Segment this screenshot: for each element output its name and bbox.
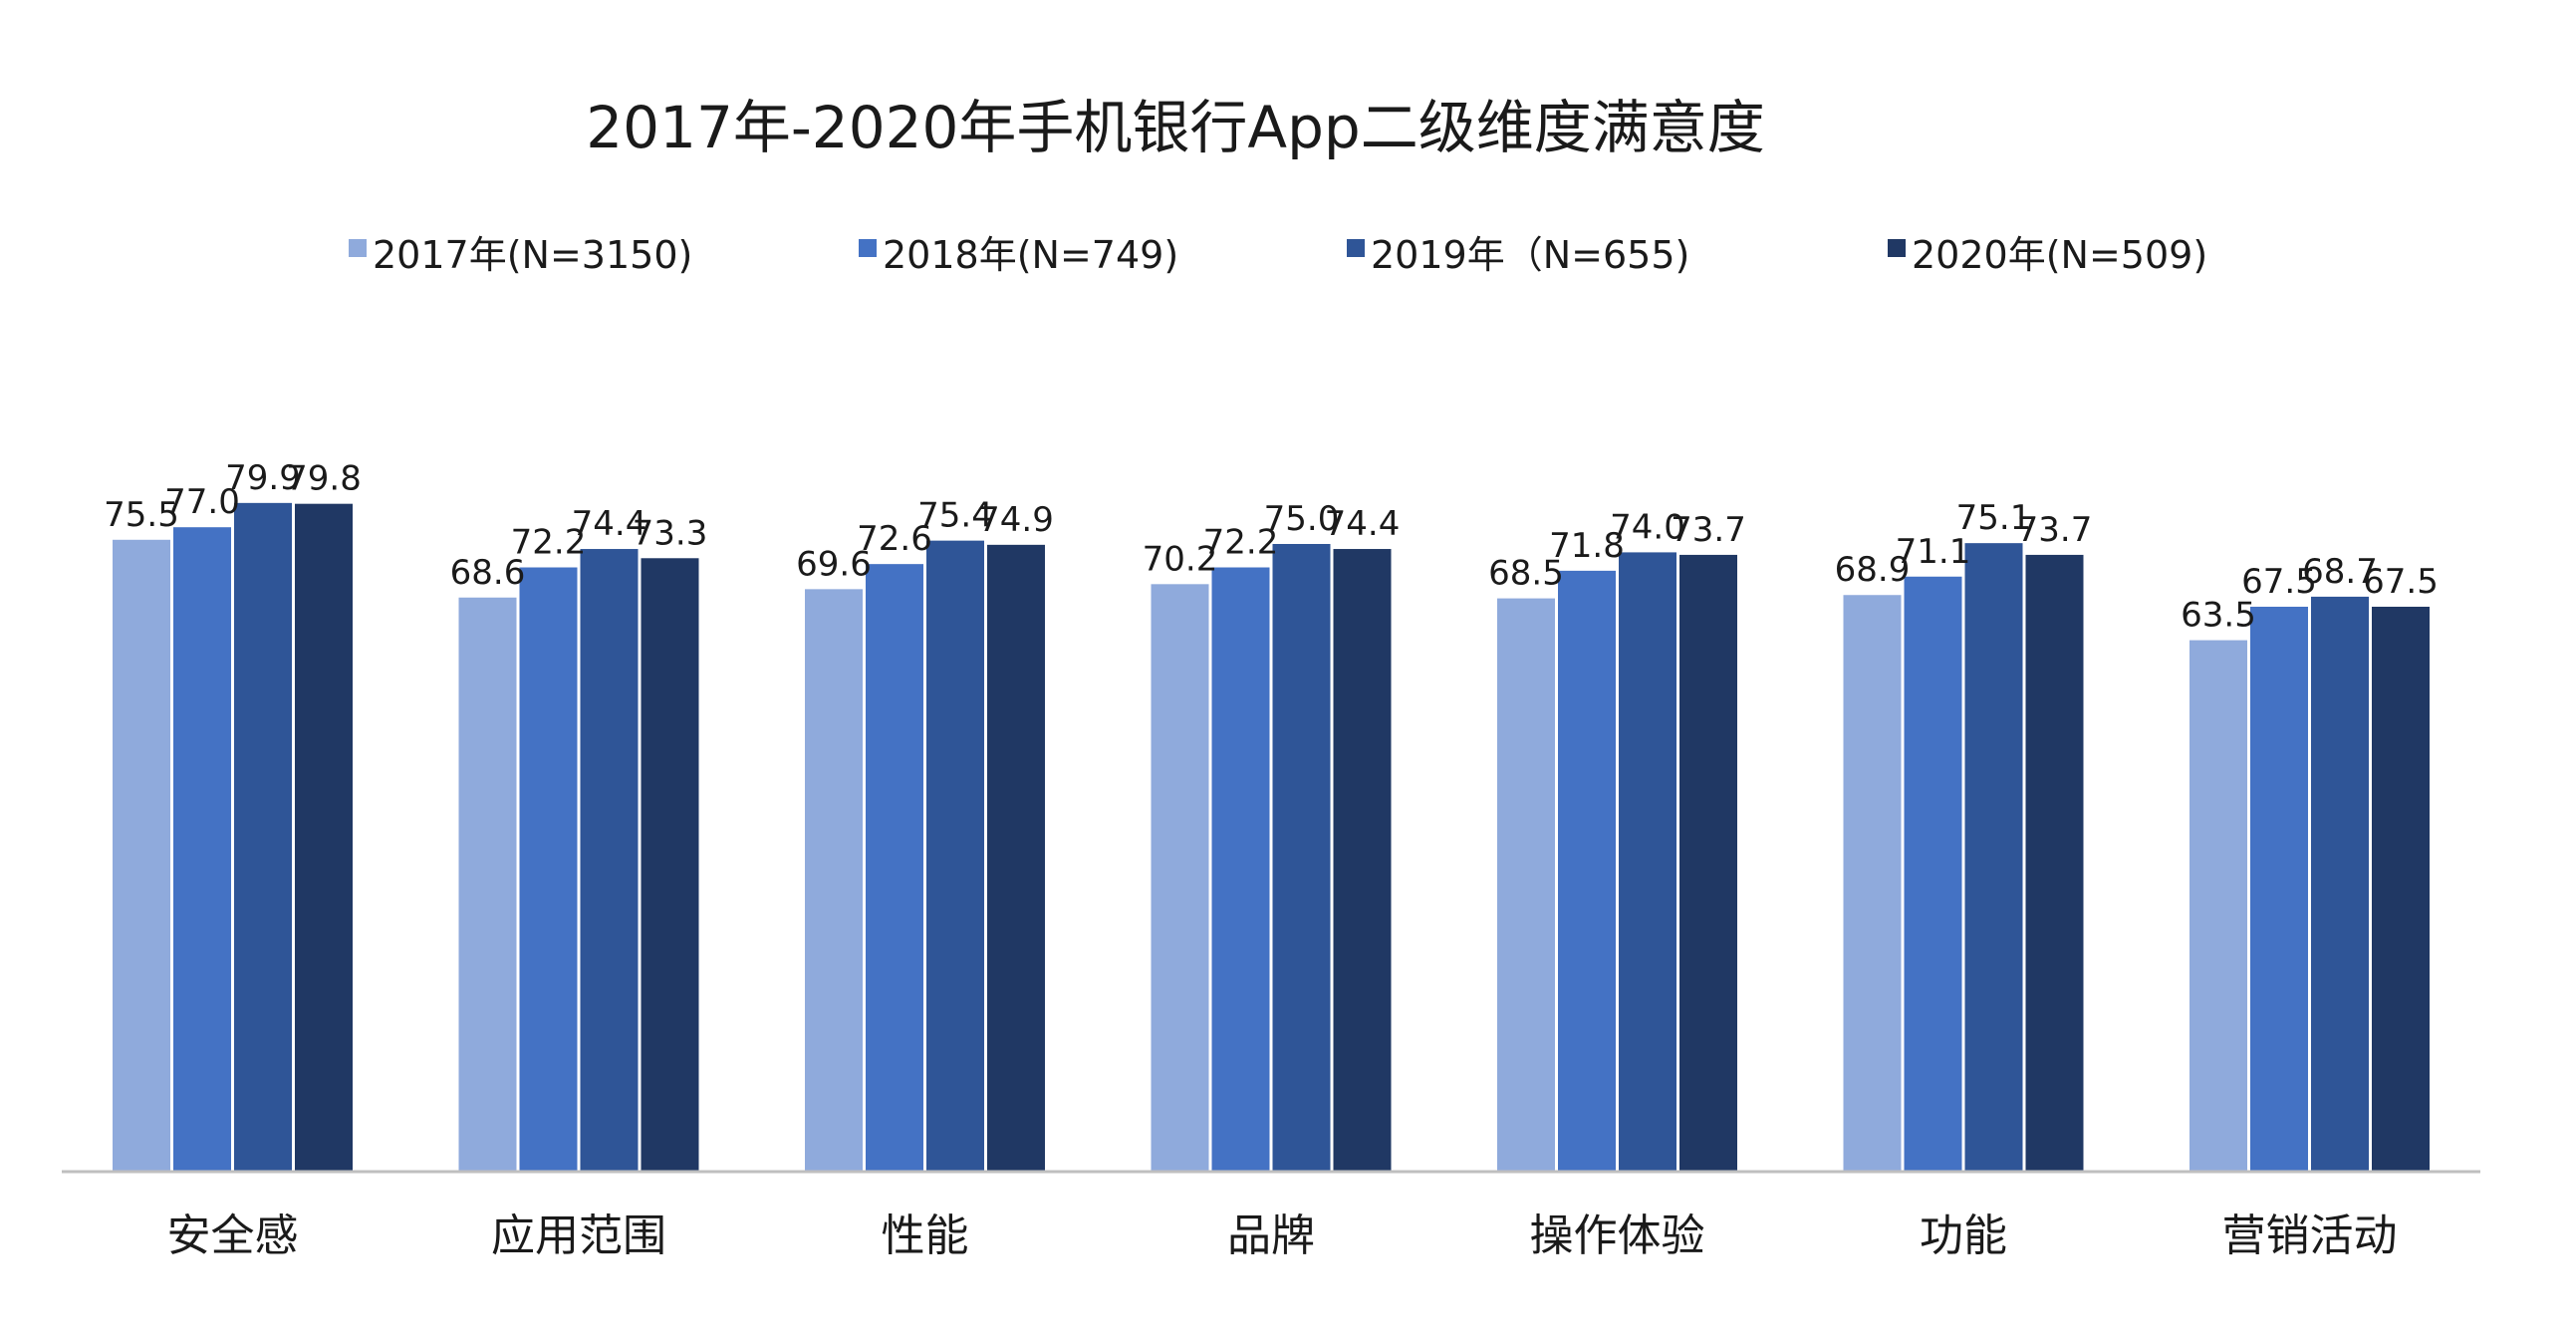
bar-3-3 — [926, 540, 984, 1172]
bar-7-1 — [2190, 640, 2247, 1172]
value-label-7-3: 68.7 — [2302, 552, 2378, 592]
bar-5-1 — [1497, 598, 1555, 1172]
legend-swatch-2 — [859, 239, 877, 257]
bar-2-1 — [458, 597, 517, 1172]
value-label-4-3: 75.0 — [1264, 499, 1340, 539]
category-label-2: 应用范围 — [491, 1210, 666, 1261]
bar-6-2 — [1904, 576, 1962, 1172]
category-label-3: 性能 — [882, 1210, 969, 1261]
bar-4-3 — [1272, 544, 1331, 1172]
bar-5-2 — [1558, 570, 1616, 1172]
bar-1-4 — [295, 503, 353, 1172]
category-label-4: 品牌 — [1227, 1210, 1315, 1261]
value-label-3-2: 72.6 — [857, 519, 932, 559]
value-label-6-3: 75.1 — [1956, 498, 2032, 538]
value-label-6-4: 73.7 — [2017, 510, 2093, 550]
bar-2-3 — [580, 549, 639, 1172]
value-label-4-4: 74.4 — [1325, 504, 1401, 544]
bar-1-2 — [173, 527, 231, 1172]
bar-3-2 — [866, 564, 923, 1172]
bar-6-4 — [2025, 554, 2084, 1172]
value-label-7-4: 67.5 — [2363, 562, 2439, 602]
bar-7-3 — [2311, 596, 2369, 1172]
bar-1-3 — [234, 502, 292, 1173]
bar-7-4 — [2372, 607, 2430, 1172]
category-label-5: 操作体验 — [1530, 1210, 1705, 1261]
bar-2-4 — [641, 558, 699, 1172]
legend-label-3: 2019年（N=655) — [1371, 233, 1689, 277]
bar-2-2 — [519, 567, 578, 1172]
category-labels-group: 安全感 应用范围 性能 品牌 操作体验 功能 营销活动 — [167, 1210, 2398, 1261]
value-label-1-1: 75.5 — [104, 495, 179, 535]
legend-swatch-3 — [1347, 239, 1365, 257]
value-label-5-1: 68.5 — [1488, 554, 1564, 594]
bar-6-1 — [1843, 595, 1902, 1172]
category-label-6: 功能 — [1920, 1210, 2007, 1261]
value-label-5-4: 73.7 — [1671, 510, 1746, 550]
value-label-2-4: 73.3 — [633, 513, 708, 553]
legend-label-1: 2017年(N=3150) — [373, 233, 692, 277]
bar-1-1 — [113, 539, 170, 1172]
value-label-4-2: 72.2 — [1203, 523, 1279, 563]
bar-5-3 — [1619, 552, 1676, 1172]
category-label-7: 营销活动 — [2222, 1210, 2398, 1261]
bars-group — [113, 502, 2430, 1173]
value-label-1-4: 79.8 — [286, 459, 362, 499]
legend-label-2: 2018年(N=749) — [883, 233, 1178, 277]
legend-swatch-4 — [1888, 239, 1906, 257]
bar-5-4 — [1679, 554, 1737, 1172]
value-label-7-2: 67.5 — [2241, 562, 2317, 602]
bar-3-4 — [987, 544, 1045, 1172]
legend: 2017年(N=3150) 2018年(N=749) 2019年（N=655) 202… — [349, 233, 2207, 277]
value-label-7-1: 63.5 — [2181, 596, 2256, 636]
value-label-3-4: 74.9 — [978, 500, 1054, 540]
value-label-2-1: 68.6 — [450, 553, 526, 593]
value-label-4-1: 70.2 — [1143, 539, 1218, 579]
value-label-5-2: 71.8 — [1549, 526, 1625, 566]
legend-label-4: 2020年(N=509) — [1912, 233, 2207, 277]
value-labels-group: 75.577.079.979.868.672.274.473.369.672.6… — [104, 458, 2439, 636]
legend-swatch-1 — [349, 239, 367, 257]
value-label-5-3: 74.0 — [1610, 507, 1685, 547]
bar-3-1 — [805, 589, 863, 1172]
value-label-6-2: 71.1 — [1896, 532, 1971, 572]
value-label-6-1: 68.9 — [1835, 550, 1911, 590]
bar-4-4 — [1333, 549, 1392, 1172]
value-label-2-3: 74.4 — [572, 504, 647, 544]
bar-4-2 — [1211, 567, 1270, 1172]
chart-title: 2017年-2020年手机银行App二级维度满意度 — [586, 94, 1764, 161]
value-label-3-3: 75.4 — [917, 496, 993, 536]
value-label-2-2: 72.2 — [511, 523, 587, 563]
value-label-1-2: 77.0 — [164, 482, 240, 522]
bar-7-2 — [2250, 607, 2308, 1172]
bar-4-1 — [1151, 584, 1209, 1172]
bar-6-3 — [1964, 543, 2023, 1172]
category-label-1: 安全感 — [167, 1210, 299, 1261]
value-label-1-3: 79.9 — [225, 458, 301, 498]
value-label-3-1: 69.6 — [796, 544, 872, 584]
